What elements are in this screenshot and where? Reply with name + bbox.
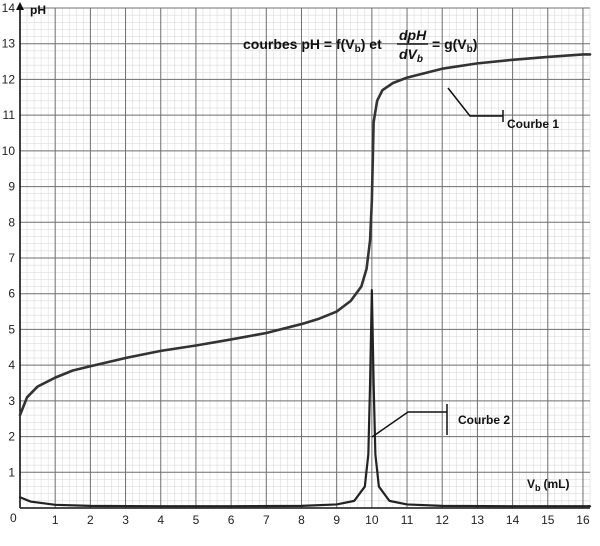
axes — [16, 2, 590, 509]
y-tick-label: 9 — [8, 180, 15, 194]
x-tick-label: 16 — [576, 513, 590, 527]
y-axis-label: pH — [30, 3, 46, 17]
courbe-1-leader — [447, 87, 503, 117]
x-tick-label: 3 — [122, 513, 129, 527]
y-tick-label: 8 — [8, 215, 15, 229]
x-tick-label: 6 — [228, 513, 235, 527]
title-frac-den-main: dV — [399, 46, 419, 62]
x-tick-label: 4 — [157, 513, 164, 527]
courbe-1-annotation: Courbe 1 — [447, 87, 559, 131]
courbe-1-label: Courbe 1 — [507, 117, 559, 131]
x-tick-label: 10 — [365, 513, 379, 527]
y-tick-label: 3 — [8, 394, 15, 408]
courbe-1-line — [18, 53, 592, 417]
courbe-2-line — [18, 289, 592, 508]
y-tick-label: 5 — [8, 322, 15, 336]
title-sub1: b — [355, 44, 361, 55]
series-layer — [18, 53, 592, 508]
title-tail: = g(Vb) — [432, 36, 477, 55]
y-axis-arrow — [16, 2, 24, 10]
title-mid: ) et — [361, 36, 382, 52]
chart-title: courbes pH = f(Vb) et dpH dVb = g(Vb) — [243, 27, 477, 65]
courbe-2-leader — [371, 411, 447, 438]
y-tick-label: 14 — [2, 1, 16, 15]
major-grid — [20, 7, 590, 508]
x-axis-label-unit: (mL) — [544, 477, 570, 491]
title-main: courbes pH = f(V — [243, 36, 355, 52]
y-tick-label: 1 — [8, 465, 15, 479]
x-tick-label: 7 — [263, 513, 270, 527]
x-tick-label: 15 — [541, 513, 555, 527]
y-tick-label: 6 — [8, 287, 15, 301]
courbe-2-annotation: Courbe 2 — [371, 404, 510, 438]
x-axis-label: Vb (mL) — [527, 477, 570, 493]
x-axis-label-main: V — [527, 477, 535, 491]
courbe-2-label: Courbe 2 — [458, 413, 510, 427]
x-tick-label: 1 — [52, 513, 59, 527]
origin-label: 0 — [10, 511, 17, 525]
title-tail-main: = g(V — [432, 36, 467, 52]
title-frac-num: dpH — [399, 27, 427, 43]
x-tick-label: 9 — [333, 513, 340, 527]
x-axis-label-sub: b — [535, 483, 541, 493]
y-tick-label: 13 — [2, 37, 16, 51]
title-frac-den-sub: b — [417, 54, 423, 65]
y-tick-label: 2 — [8, 430, 15, 444]
x-tick-label: 2 — [87, 513, 94, 527]
x-tick-label: 11 — [401, 513, 414, 527]
title-tail-end: ) — [473, 36, 478, 52]
title-frac-den: dVb — [399, 46, 423, 65]
title-tail-sub: b — [467, 44, 473, 55]
svg-text:courbes pH = f(Vb) et: courbes pH = f(Vb) et — [243, 36, 382, 55]
x-tick-label: 5 — [193, 513, 200, 527]
y-tick-label: 10 — [2, 144, 16, 158]
y-tick-label: 7 — [8, 251, 15, 265]
y-tick-label: 11 — [3, 108, 16, 122]
x-tick-label: 14 — [506, 513, 520, 527]
y-tick-label: 12 — [2, 72, 16, 86]
x-tick-label: 13 — [471, 513, 485, 527]
x-tick-label: 12 — [436, 513, 450, 527]
tick-labels: 1 2 3 4 5 6 7 8 9 10 11 12 13 14 15 1612345678910111213… — [2, 1, 590, 527]
y-tick-label: 4 — [8, 358, 15, 372]
x-tick-label: 8 — [298, 513, 305, 527]
